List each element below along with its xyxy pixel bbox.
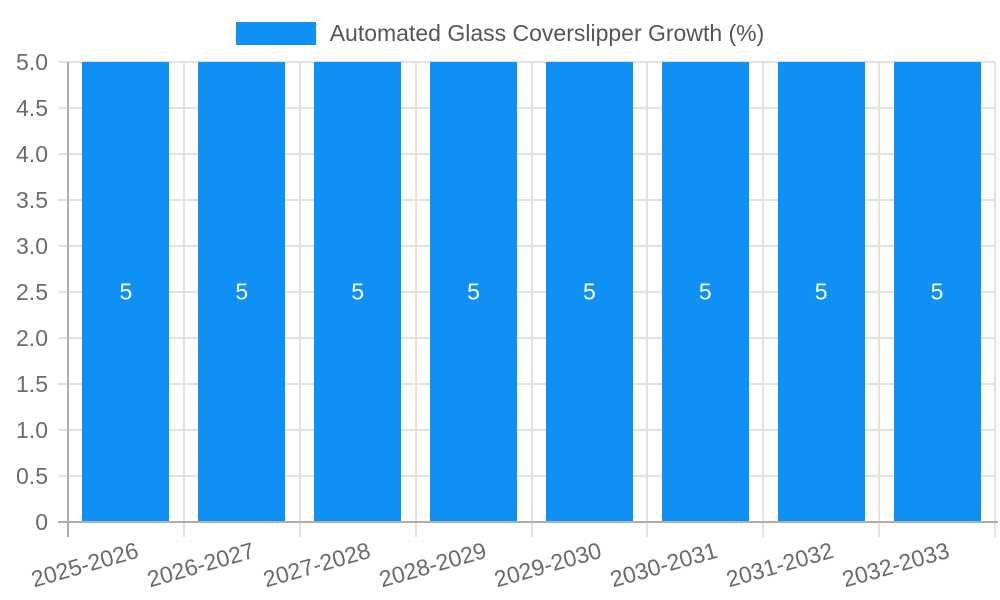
chart-legend: Automated Glass Coverslipper Growth (%) <box>0 20 1000 47</box>
x-gridline <box>298 62 301 537</box>
bar-value-label: 5 <box>583 278 596 305</box>
y-tick-label: 4.0 <box>16 141 48 167</box>
x-gridline <box>878 62 881 537</box>
bar <box>777 62 865 522</box>
x-gridline <box>762 62 765 537</box>
bar-value-label: 5 <box>814 278 828 305</box>
bar <box>661 62 749 522</box>
bar-value-label: 5 <box>930 278 944 305</box>
x-tick-label: 2026-2027 <box>144 537 257 593</box>
bar-value-label: 5 <box>698 278 712 305</box>
plot-area: 5 5 5 5 5 5 5 5 <box>58 61 996 537</box>
y-tick-label: 5.0 <box>16 49 48 75</box>
bar-value-label: 5 <box>351 278 365 305</box>
bar <box>893 62 981 522</box>
bar-value-label: 5 <box>235 278 249 305</box>
y-gridline <box>58 337 995 339</box>
x-tick-label: 2029-2030 <box>491 537 605 593</box>
x-tick-label: 2027-2028 <box>259 537 373 593</box>
x-tick-label: 2025-2026 <box>28 537 142 593</box>
y-gridline <box>58 383 995 385</box>
x-tick-label: 2032-2033 <box>839 537 953 593</box>
x-axis-line <box>58 521 998 523</box>
y-tick-label: 4.5 <box>16 95 48 121</box>
y-tick-label: 3.0 <box>16 233 48 259</box>
y-gridline <box>58 475 995 477</box>
y-tick-label: 0.5 <box>16 463 48 489</box>
x-gridline <box>414 62 417 537</box>
bar <box>545 62 633 522</box>
y-tick-label: 3.5 <box>16 187 48 213</box>
y-gridline <box>58 107 995 109</box>
bar-value-label: 5 <box>119 278 133 305</box>
y-tick-label: 1.0 <box>16 417 48 443</box>
bar <box>314 62 402 522</box>
bar-value-label: 5 <box>467 278 480 305</box>
x-gridline <box>994 62 996 537</box>
y-gridline <box>58 61 995 63</box>
y-axis-line <box>67 62 69 537</box>
x-gridline <box>182 62 185 537</box>
legend-label: Automated Glass Coverslipper Growth (%) <box>329 20 765 46</box>
bar <box>198 62 286 522</box>
y-gridline <box>58 245 995 247</box>
y-gridline <box>58 291 995 293</box>
y-tick-label: 0 <box>35 509 48 535</box>
y-gridline <box>58 199 995 201</box>
legend-swatch <box>235 22 316 45</box>
y-gridline <box>58 429 995 431</box>
x-gridline <box>646 62 649 537</box>
bar <box>82 62 170 522</box>
y-gridline <box>58 153 995 155</box>
y-tick-label: 2.0 <box>16 325 48 351</box>
x-tick-label: 2028-2029 <box>375 537 489 593</box>
x-tick-label: 2031-2032 <box>723 537 837 593</box>
x-gridline <box>530 62 533 537</box>
y-tick-label: 1.5 <box>16 371 48 397</box>
bar <box>430 62 518 522</box>
x-tick-label: 2030-2031 <box>607 537 721 593</box>
y-tick-label: 2.5 <box>16 279 48 305</box>
